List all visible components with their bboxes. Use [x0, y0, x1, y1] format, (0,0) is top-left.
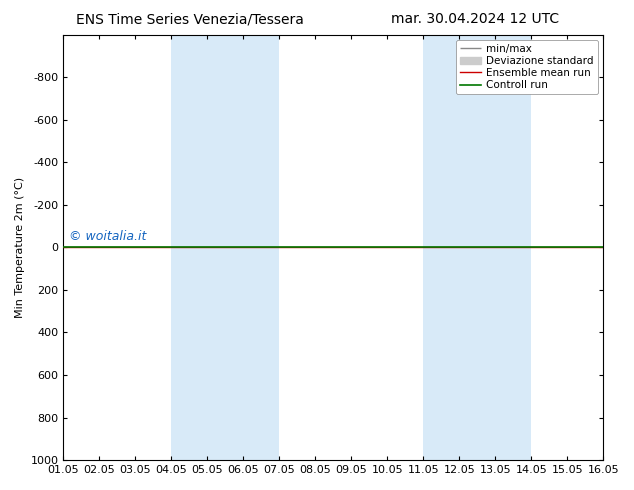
Bar — [171, 35, 280, 460]
Bar — [424, 35, 531, 460]
Y-axis label: Min Temperature 2m (°C): Min Temperature 2m (°C) — [15, 177, 25, 318]
Text: © woitalia.it: © woitalia.it — [69, 230, 146, 243]
Text: mar. 30.04.2024 12 UTC: mar. 30.04.2024 12 UTC — [391, 12, 560, 26]
Text: ENS Time Series Venezia/Tessera: ENS Time Series Venezia/Tessera — [76, 12, 304, 26]
Legend: min/max, Deviazione standard, Ensemble mean run, Controll run: min/max, Deviazione standard, Ensemble m… — [456, 40, 598, 95]
